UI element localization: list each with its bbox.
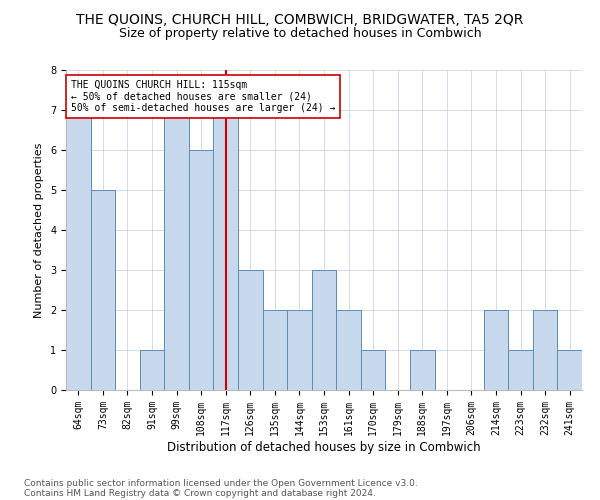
Bar — [238, 270, 263, 390]
Text: Contains HM Land Registry data © Crown copyright and database right 2024.: Contains HM Land Registry data © Crown c… — [24, 488, 376, 498]
Bar — [508, 350, 533, 390]
Bar — [361, 350, 385, 390]
Bar — [66, 110, 91, 390]
Bar — [189, 150, 214, 390]
Text: Size of property relative to detached houses in Combwich: Size of property relative to detached ho… — [119, 28, 481, 40]
Bar — [214, 110, 238, 390]
Bar — [336, 310, 361, 390]
Bar — [312, 270, 336, 390]
Bar — [91, 190, 115, 390]
Text: Contains public sector information licensed under the Open Government Licence v3: Contains public sector information licen… — [24, 478, 418, 488]
Y-axis label: Number of detached properties: Number of detached properties — [34, 142, 44, 318]
Bar — [287, 310, 312, 390]
Text: THE QUOINS, CHURCH HILL, COMBWICH, BRIDGWATER, TA5 2QR: THE QUOINS, CHURCH HILL, COMBWICH, BRIDG… — [76, 12, 524, 26]
Text: THE QUOINS CHURCH HILL: 115sqm
← 50% of detached houses are smaller (24)
50% of : THE QUOINS CHURCH HILL: 115sqm ← 50% of … — [71, 80, 335, 113]
Bar — [164, 110, 189, 390]
X-axis label: Distribution of detached houses by size in Combwich: Distribution of detached houses by size … — [167, 440, 481, 454]
Bar — [533, 310, 557, 390]
Bar — [140, 350, 164, 390]
Bar — [263, 310, 287, 390]
Bar — [410, 350, 434, 390]
Bar — [557, 350, 582, 390]
Bar — [484, 310, 508, 390]
